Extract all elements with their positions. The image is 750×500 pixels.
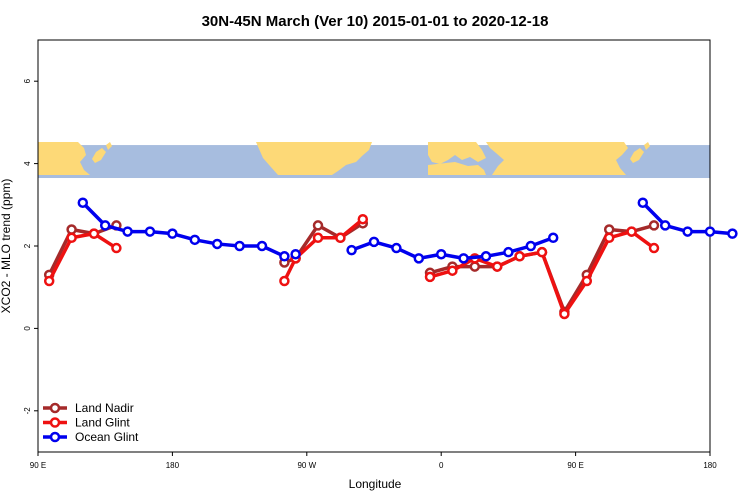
x-tick-label: 90 W [297, 461, 316, 470]
series-land-nadir [43, 218, 660, 318]
data-point-land-glint [312, 232, 324, 244]
map-land-asia-1 [38, 142, 90, 175]
series-land-glint [43, 213, 660, 320]
data-point-ocean-glint [346, 244, 357, 256]
x-axis: 90 E 180 90 W 0 90 E 180 [30, 452, 717, 470]
data-point-land-nadir [66, 224, 77, 235]
legend-swatch-marker [49, 402, 61, 414]
data-point-ocean-glint [682, 226, 693, 237]
series-line-land-glint [47, 231, 118, 282]
data-point-ocean-glint [637, 197, 649, 208]
data-point-land-glint [424, 271, 436, 283]
legend-swatch-marker [49, 417, 61, 428]
data-point-land-glint [603, 232, 615, 244]
data-point-ocean-glint [435, 248, 447, 260]
x-tick-label: 90 E [567, 461, 583, 470]
data-point-land-glint [279, 275, 290, 287]
data-point-land-glint [648, 242, 660, 254]
legend-label: Ocean Glint [75, 430, 139, 444]
data-point-land-glint [559, 308, 570, 320]
data-point-ocean-glint [256, 240, 268, 252]
map-land-japan-1 [92, 148, 106, 163]
map-land-middle-east-asia [486, 142, 628, 175]
x-tick-label: 90 E [30, 461, 46, 470]
y-axis-label: XCO2 - MLO trend (ppm) [0, 179, 13, 314]
data-point-land-glint [581, 275, 593, 287]
data-point-ocean-glint [279, 251, 290, 262]
data-point-land-nadir [603, 224, 615, 235]
data-point-ocean-glint [413, 253, 425, 264]
series-line-land-glint [429, 229, 656, 316]
world-map-band [38, 142, 710, 179]
y-axis: -2 0 2 4 6 [23, 78, 38, 414]
legend-item-ocean-glint: Ocean Glint [43, 430, 139, 444]
data-point-ocean-glint [368, 236, 380, 248]
series-ocean-glint [77, 197, 738, 264]
map-land-sahara [428, 162, 486, 175]
data-point-ocean-glint [727, 228, 738, 239]
x-tick-label: 180 [166, 461, 180, 470]
y-tick-label: 2 [23, 243, 32, 248]
data-point-land-glint [491, 261, 503, 272]
data-point-ocean-glint [391, 242, 402, 254]
series-line-ocean-glint [350, 236, 554, 261]
legend-item-land-glint: Land Glint [43, 416, 130, 430]
data-point-land-glint [357, 213, 369, 225]
x-tick-label: 180 [703, 461, 717, 470]
series-layer [43, 197, 738, 320]
data-point-ocean-glint [547, 232, 559, 244]
data-point-ocean-glint [211, 238, 223, 250]
legend-label: Land Glint [75, 416, 130, 430]
legend-label: Land Nadir [75, 401, 134, 415]
data-point-land-glint [536, 246, 548, 258]
data-point-land-glint [514, 251, 525, 262]
data-point-ocean-glint [458, 253, 469, 264]
y-tick-label: 0 [23, 326, 32, 331]
data-point-ocean-glint [234, 240, 245, 252]
data-point-land-glint [335, 232, 346, 244]
series-line-land-nadir [47, 223, 118, 276]
map-land-japan-4 [644, 142, 650, 150]
data-point-ocean-glint [704, 226, 716, 237]
y-tick-label: 4 [23, 161, 32, 166]
data-point-land-nadir [648, 220, 660, 231]
map-land-north-america [256, 142, 372, 175]
data-point-ocean-glint [290, 248, 301, 260]
data-point-land-glint [111, 242, 122, 254]
data-point-ocean-glint [525, 240, 537, 252]
data-point-ocean-glint [167, 228, 178, 239]
data-point-land-nadir [312, 220, 324, 231]
series-line-ocean-glint [81, 201, 286, 258]
x-tick-label: 0 [439, 461, 444, 470]
data-point-ocean-glint [144, 226, 156, 237]
map-land-japan-3 [630, 148, 644, 163]
data-point-land-glint [43, 275, 55, 287]
data-point-land-glint [626, 226, 637, 237]
chart-title: 30N-45N March (Ver 10) 2015-01-01 to 202… [202, 13, 549, 30]
series-line-land-nadir [429, 223, 655, 314]
x-axis-label: Longitude [349, 477, 402, 491]
data-point-land-nadir [469, 261, 481, 272]
data-point-ocean-glint [99, 220, 111, 231]
data-point-ocean-glint [77, 197, 89, 208]
data-point-ocean-glint [503, 246, 514, 258]
legend-swatch-marker [49, 431, 61, 443]
data-point-ocean-glint [659, 220, 671, 231]
data-point-land-glint [66, 232, 77, 244]
map-land-japan-2 [106, 142, 112, 150]
data-point-land-glint [88, 228, 100, 239]
data-point-land-glint [447, 265, 458, 276]
y-tick-label: 6 [23, 78, 32, 83]
y-tick-label: -2 [23, 407, 32, 415]
data-point-ocean-glint [480, 251, 492, 262]
data-point-ocean-glint [189, 234, 201, 246]
map-land-europe-africa [428, 142, 486, 164]
data-point-ocean-glint [122, 226, 133, 237]
legend-item-land-nadir: Land Nadir [43, 401, 134, 415]
